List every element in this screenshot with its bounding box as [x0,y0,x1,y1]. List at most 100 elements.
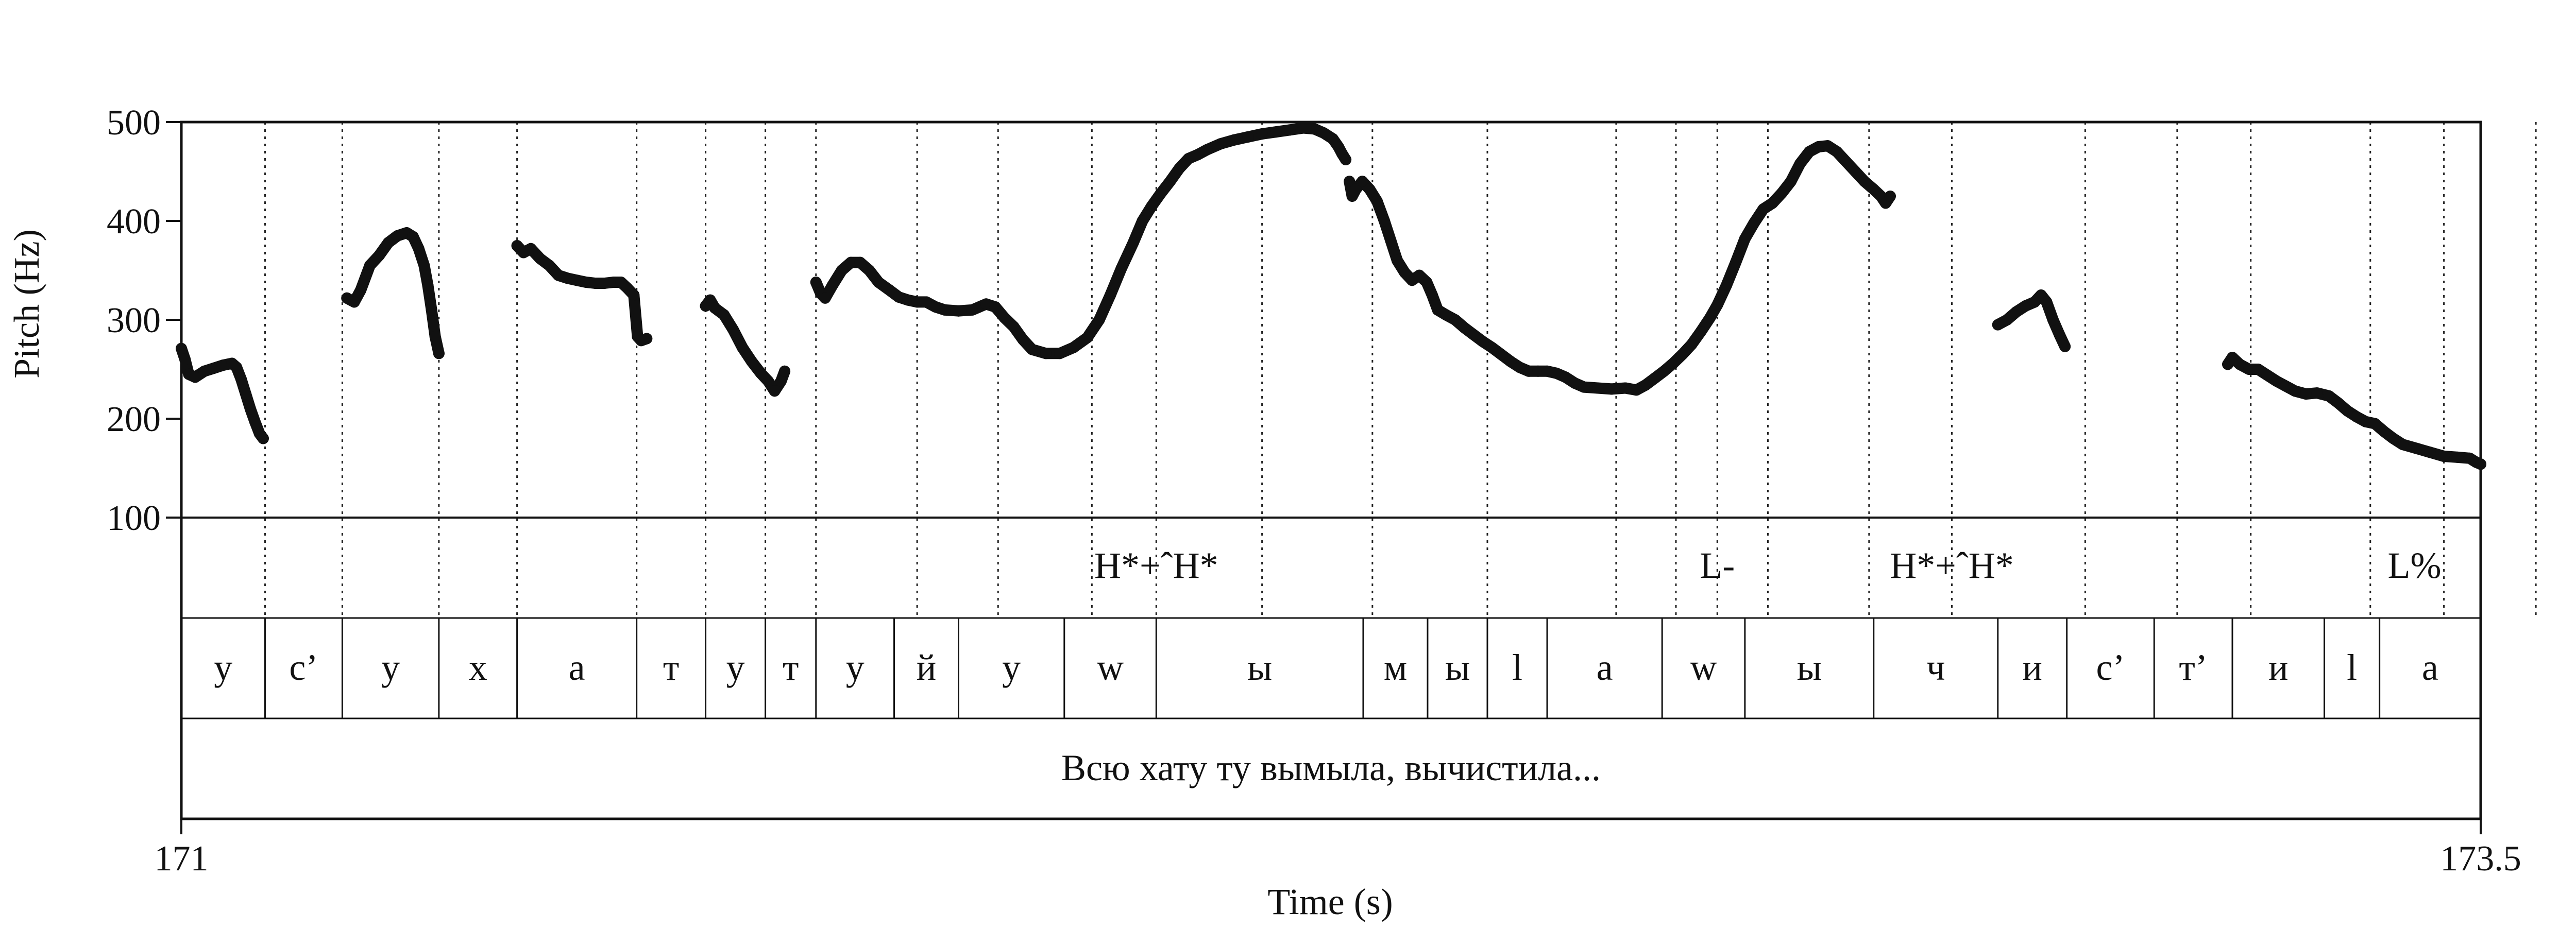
pitch-point [2041,296,2053,308]
annotation-tiers: H*+ˆH* L- H*+ˆH* L%у с’ у х а т у т у й у w ы м ы l а w ы ч и с’… [181,545,2481,788]
pitch-point [1667,357,1679,369]
pitch-point [562,272,573,284]
pitch-point [1560,371,1571,383]
pitch-point [1327,133,1339,145]
pitch-point [1146,200,1158,212]
pitch-point [257,433,269,444]
pitch-point [1026,344,1038,355]
pitch-point [2452,451,2464,463]
pitch-point [1504,355,1516,367]
pitch-point [2378,426,2390,437]
pitch-point [1284,124,1296,136]
pitch-point [893,291,905,303]
axes: 100 200 300 400 500 171 173.5 [107,103,2521,879]
pitch-point [1649,372,1660,384]
segment-label: у [214,647,232,688]
pitch-point [1309,123,1320,135]
segment-label: l [2347,647,2357,688]
pitch-point [1785,176,1797,187]
pitch-point [836,265,848,276]
segment-label: ч [1926,647,1945,688]
pitch-point [1569,377,1581,389]
pitch-point [1385,235,1397,247]
y-tick-label: 400 [107,202,161,242]
y-tick-label: 300 [107,301,161,340]
pitch-point [998,312,1010,324]
pitch-point [980,298,992,310]
pitch-point [1229,134,1241,146]
pitch-point [1850,166,1861,177]
pitch-point [208,363,219,374]
segment-label: w [1690,647,1717,688]
pitch-point [1532,365,1544,377]
y-axis-label: Pitch (Hz) [7,229,47,379]
pitch-point [2227,352,2238,363]
pitch-point [989,301,1001,313]
tone-label: H*+ˆH* [1094,545,1218,586]
pitch-point [873,277,885,288]
pitch-point [1192,149,1204,161]
pitch-point [2020,300,2031,312]
segment-label: с’ [2096,647,2125,688]
pitch-point [863,265,875,276]
pitch-point [745,355,757,367]
pitch-point [1794,158,1806,169]
pitch-point [1686,339,1698,350]
pitch-point [1739,233,1751,245]
pitch-point [189,371,201,383]
segment-label: т’ [2179,647,2207,688]
segment-label: и [2268,647,2289,688]
pitch-point [2387,433,2399,444]
pitch-point [1173,163,1185,175]
pitch-point [755,367,767,379]
pitch-point [902,294,914,306]
pitch-point [939,304,951,316]
pitch-point [2059,340,2071,352]
pitch-point [2342,405,2353,417]
pitch-point [1256,128,1268,140]
segment-label: w [1097,647,1124,688]
pitch-point [854,256,866,268]
pitch-point [1523,365,1535,377]
pitch-point [1695,326,1707,337]
pitch-point [2252,364,2264,375]
pitch-point [1371,195,1383,207]
pitch-point [1477,336,1489,348]
pitch-point [2369,418,2381,430]
x-axis-label: Time (s) [1267,881,1393,922]
pitch-point [413,243,425,254]
pitch-point [2332,397,2344,409]
pitch-point [426,304,437,316]
tone-label: L- [1700,545,1735,586]
figure-frame [180,121,2482,820]
pitch-point [775,375,787,387]
pitch-point [1340,154,1352,165]
segment-label: ы [1797,647,1822,688]
pitch-point [1357,176,1368,187]
pitch-point [1592,382,1604,394]
pitch-point [737,341,748,353]
pitch-point [1884,191,1896,202]
pitch-point [1081,332,1093,344]
sentence-transcription: Всю хату ту вымыла, вычистила... [1061,747,1601,788]
pitch-point [1344,176,1355,187]
pitch-point [2270,375,2282,387]
pitch-point [1514,362,1526,373]
pitch-point [1040,348,1052,359]
pitch-point [1399,266,1411,278]
pitch-point [1704,312,1716,324]
pitch-point [217,359,229,371]
pitch-point [1640,379,1651,391]
pitch-point [1858,176,1870,187]
pitch-point [407,231,419,243]
segment-label: а [2422,647,2438,688]
pitch-point [1350,183,1362,195]
pitch-point [2054,329,2065,340]
pitch-point [525,243,537,254]
pitch-point [1127,237,1139,249]
y-tick-label: 100 [107,499,161,538]
pitch-point [392,230,403,242]
pitch-point [1054,348,1065,359]
pitch-point [364,260,376,271]
pitch-point [1318,127,1330,139]
